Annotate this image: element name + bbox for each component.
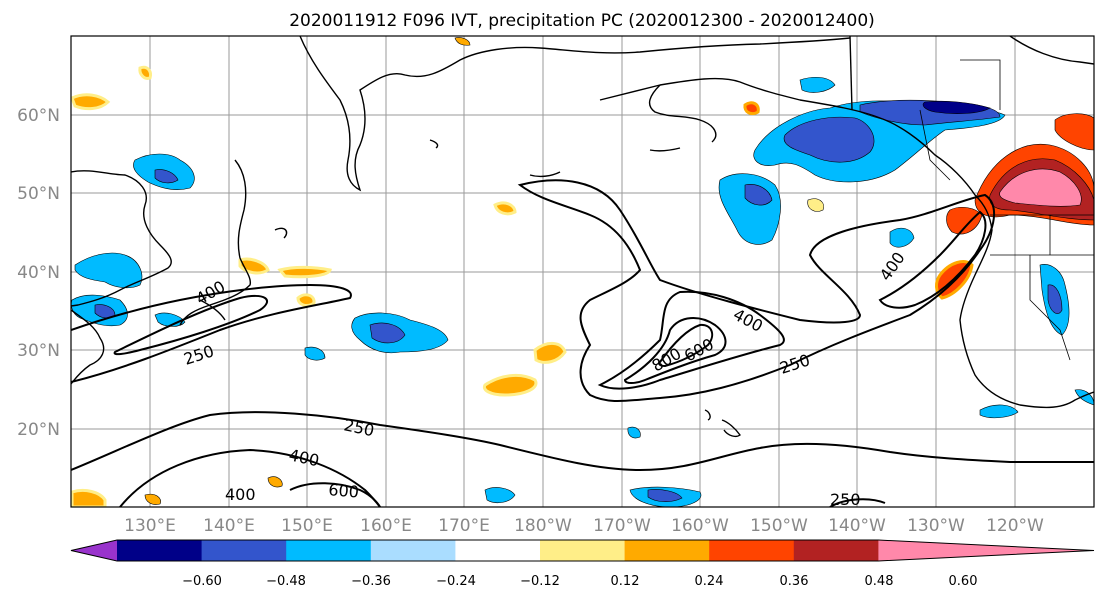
colorbar-tick-label: 0.36 [780, 574, 809, 589]
colorbar-tick-label: −0.12 [520, 574, 560, 589]
colorbar-segment [201, 540, 287, 561]
precip-shading [71, 37, 1094, 507]
lon-label: 140°W [828, 516, 886, 536]
colorbar-tick-label: 0.60 [949, 574, 978, 589]
lon-label: 140°E [203, 516, 255, 536]
lon-label: 160°W [671, 516, 729, 536]
lon-label: 150°E [281, 516, 333, 536]
coastlines [71, 36, 1094, 438]
colorbar-segment [709, 540, 795, 561]
colorbar-tick-label: −0.24 [436, 574, 476, 589]
ivt-contours [71, 179, 1094, 507]
lon-label: 170°E [438, 516, 490, 536]
lon-label: 180°W [514, 516, 572, 536]
colorbar-tick-label: 0.24 [695, 574, 724, 589]
colorbar-extend-high [878, 540, 1094, 561]
colorbar-segment [370, 540, 456, 561]
lon-label: 160°E [360, 516, 412, 536]
colorbar-outline [70, 539, 1095, 562]
lon-labels: 130°E 140°E 150°E 160°E 170°E 180°W 170°… [124, 516, 1044, 536]
colorbar-ticks: −0.60 −0.48 −0.36 −0.24 −0.12 0.12 0.24 … [182, 574, 977, 589]
colorbar-segment [624, 540, 710, 561]
colorbar-tick-label: 0.48 [865, 574, 894, 589]
lon-label: 150°W [750, 516, 808, 536]
lon-label: 170°W [593, 516, 651, 536]
colorbar-segment [286, 540, 372, 561]
lon-label: 130°E [124, 516, 176, 536]
map-title: 2020011912 F096 IVT, precipitation PC (2… [289, 11, 875, 31]
map-frame [70, 35, 1095, 508]
political-borders [919, 59, 1094, 361]
colorbar [70, 539, 1095, 562]
lat-label: 60°N [17, 106, 60, 126]
colorbar-segment [793, 540, 879, 561]
colorbar-segment [540, 540, 626, 561]
colorbar-tick-label: 0.12 [611, 574, 640, 589]
lat-label: 30°N [17, 341, 60, 361]
lon-label: 120°W [986, 516, 1044, 536]
contour-label: 600 [328, 480, 360, 502]
lat-labels: 60°N 50°N 40°N 30°N 20°N [17, 106, 60, 440]
contour-label: 400 [225, 485, 256, 504]
colorbar-extend-low [71, 540, 117, 561]
gridlines [71, 36, 1094, 507]
contour-label: 250 [830, 490, 861, 509]
map-area: 400 250 400 250 800 600 250 400 250 400 … [71, 36, 1094, 509]
lat-label: 50°N [17, 184, 60, 204]
colorbar-segment [117, 540, 203, 561]
lon-label: 130°W [907, 516, 965, 536]
colorbar-tick-label: −0.48 [266, 574, 306, 589]
lat-label: 20°N [17, 420, 60, 440]
colorbar-tick-label: −0.36 [351, 574, 391, 589]
lat-label: 40°N [17, 263, 60, 283]
colorbar-segment [455, 540, 541, 561]
colorbar-tick-label: −0.60 [182, 574, 222, 589]
